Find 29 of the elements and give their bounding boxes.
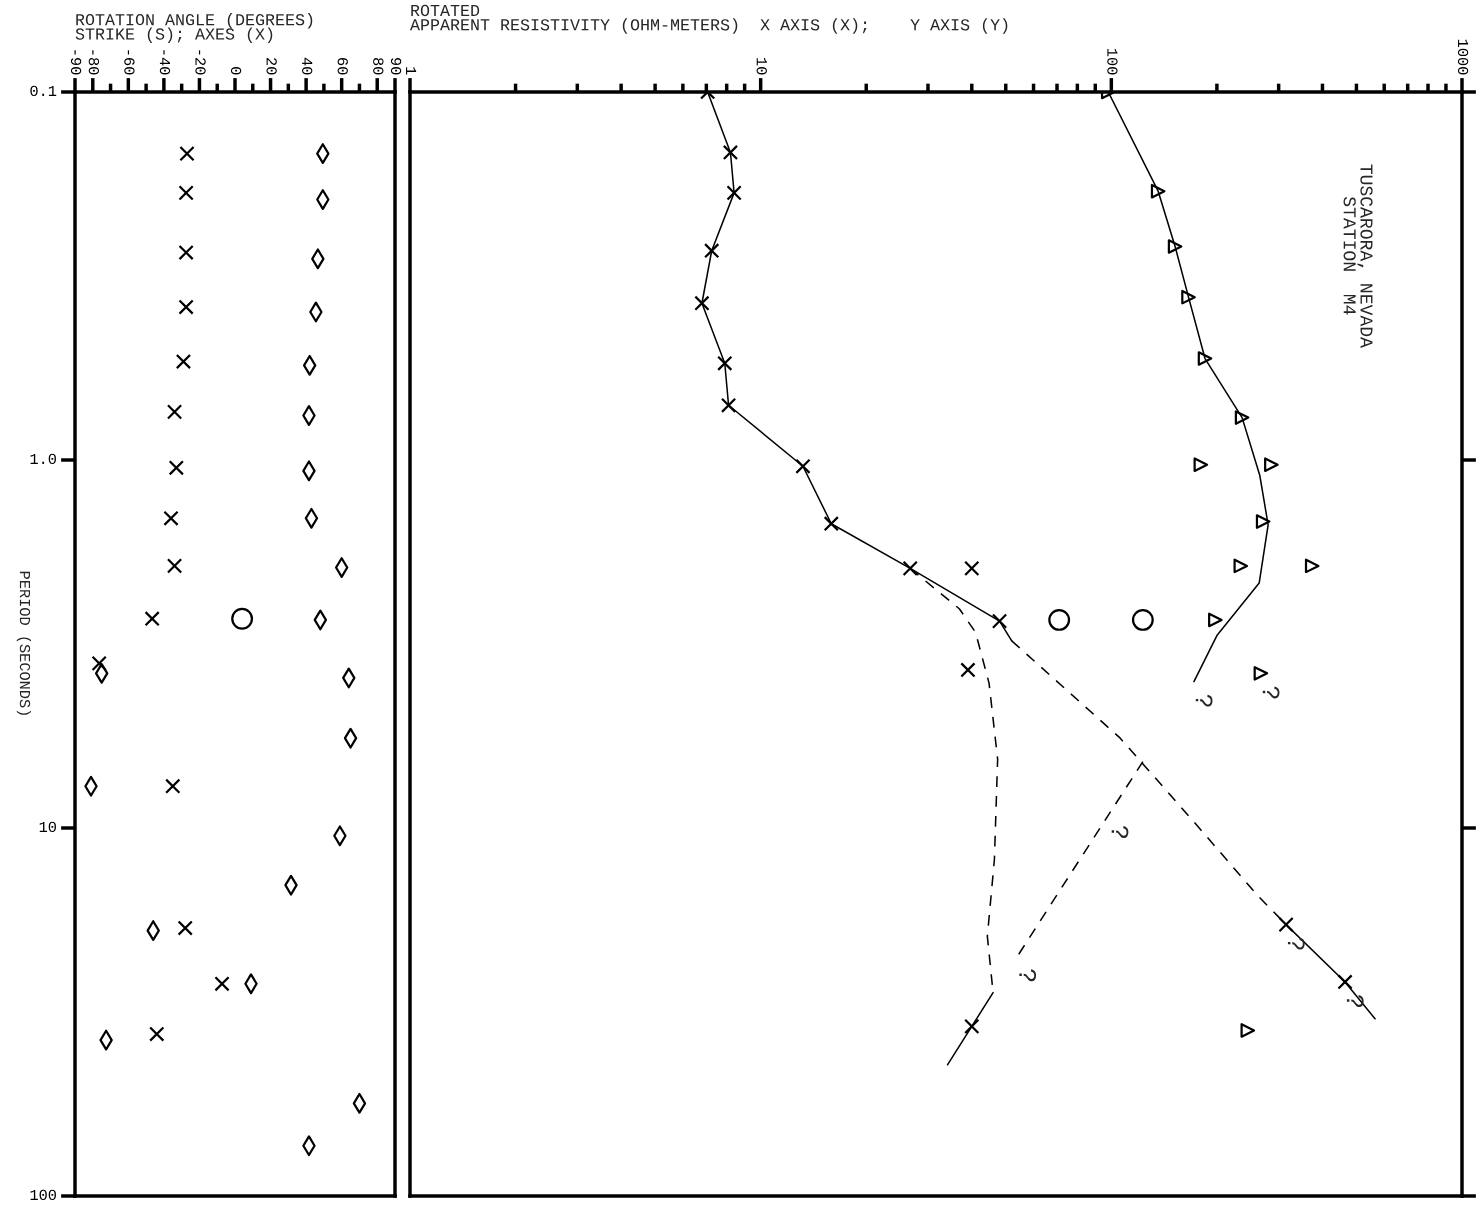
x-tick-label: 40 bbox=[302, 57, 313, 75]
x-tick-label: -20 bbox=[195, 50, 206, 75]
annotation: ? bbox=[1287, 937, 1305, 950]
x-axis-title: ROTATION ANGLE (DEGREES) STRIKE (S); AXES (X) bbox=[75, 13, 313, 43]
annotation: ? bbox=[1195, 694, 1213, 707]
y-tick-label: 1.0 bbox=[30, 453, 56, 465]
y-tick-label: 10 bbox=[39, 821, 56, 833]
annotation: ? bbox=[1019, 969, 1037, 982]
x-tick-label: 10 bbox=[756, 58, 767, 75]
x-tick-label: 80 bbox=[373, 57, 384, 75]
y-axis-title: PERIOD (SECONDS) bbox=[16, 571, 31, 715]
x-axis-title: ROTATED APPARENT RESISTIVITY (OHM-METERS) X AXIS (X); Y AXIS (Y) bbox=[410, 4, 1008, 34]
annotation: ? bbox=[1346, 995, 1364, 1007]
annotation: ? bbox=[1262, 686, 1280, 699]
x-tick-label: 60 bbox=[337, 58, 348, 75]
x-tick-label: 0 bbox=[230, 67, 242, 75]
y-tick-label: 0.1 bbox=[30, 85, 57, 97]
x-tick-label: -80 bbox=[88, 50, 100, 75]
x-tick-label: -40 bbox=[159, 50, 171, 75]
x-tick-label: 20 bbox=[266, 58, 277, 75]
annotation: ? bbox=[1111, 826, 1129, 838]
y-tick-label: 100 bbox=[30, 1189, 56, 1201]
x-tick-label: 100 bbox=[1107, 48, 1118, 75]
x-tick-label: -60 bbox=[124, 50, 135, 75]
x-tick-label: 1 bbox=[406, 67, 417, 75]
text: TUSCARORA, NEVADA STATION M4 bbox=[1343, 164, 1373, 348]
x-tick-label: 90 bbox=[390, 58, 402, 75]
x-tick-label: 1000 bbox=[1457, 39, 1469, 75]
x-tick-label: -90 bbox=[70, 50, 82, 75]
